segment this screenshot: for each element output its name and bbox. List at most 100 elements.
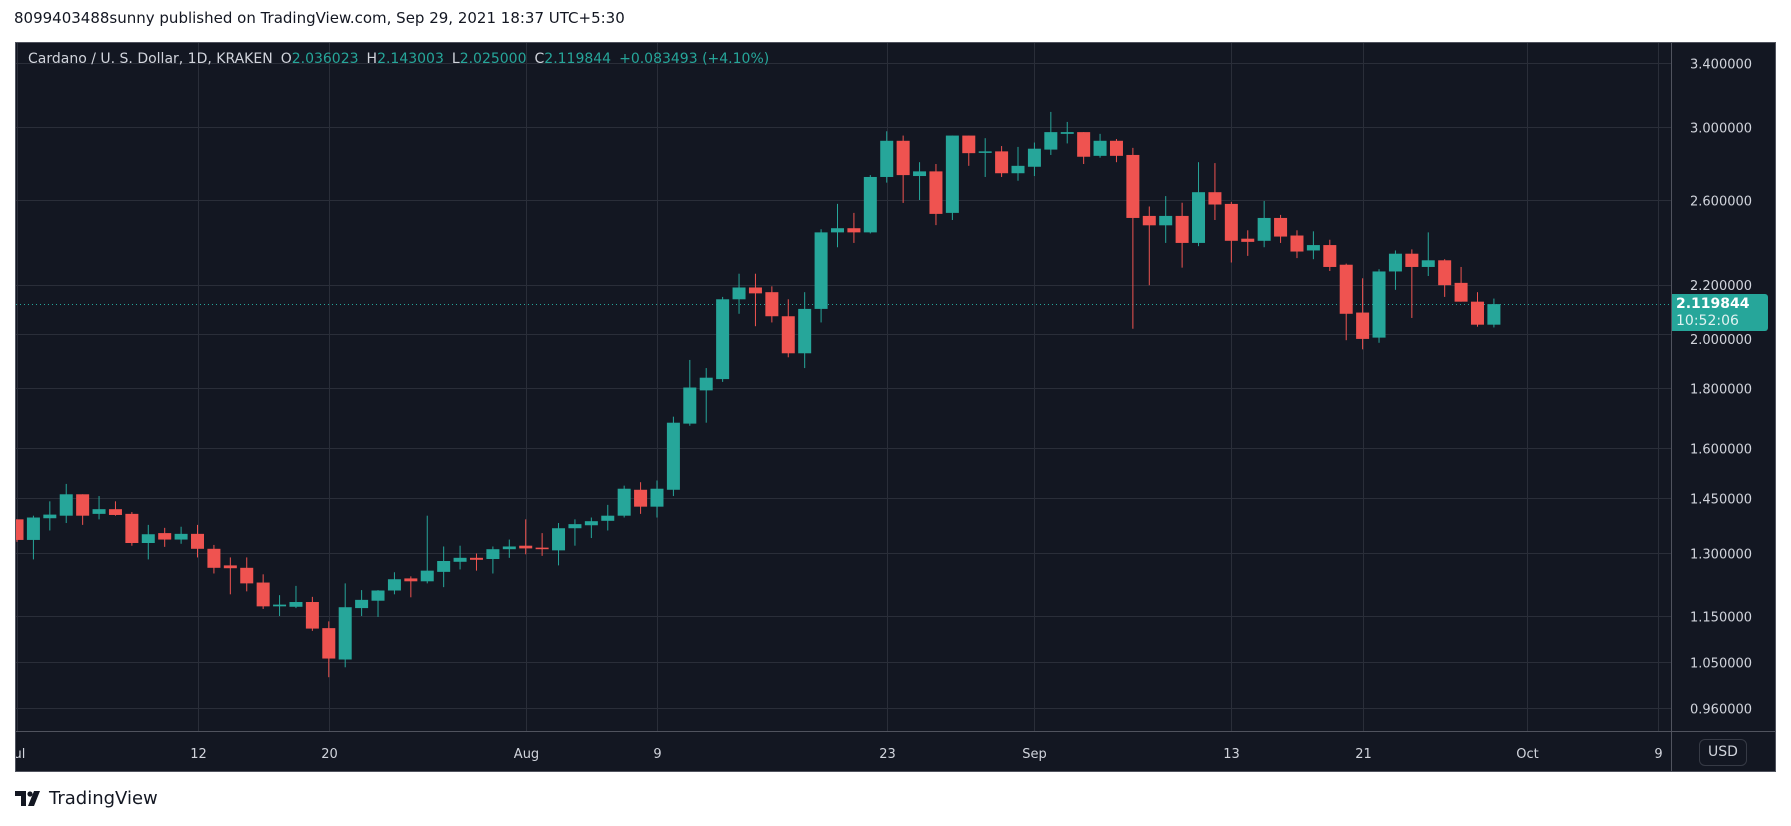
candle-body: [1454, 282, 1468, 302]
candle-body: [748, 287, 762, 294]
candle-2021-08-03: [552, 523, 566, 566]
chart-panel[interactable]: 3.400000 3.000000 2.600000 2.200000 2.000000…: [15, 42, 1776, 772]
candle-body: [59, 494, 73, 516]
candle-body: [519, 545, 533, 549]
candle-2021-08-13: [716, 296, 730, 382]
candle-2021-07-06: [92, 496, 106, 520]
candle-2021-08-09: [650, 480, 664, 518]
candle-body: [1306, 245, 1320, 251]
candle-body: [798, 308, 812, 354]
candle-body: [16, 519, 24, 540]
candle-body: [584, 521, 598, 526]
candle-body: [1126, 154, 1140, 218]
candle-body: [929, 171, 943, 214]
candle-body: [1142, 215, 1156, 226]
candle-body: [1109, 140, 1123, 156]
price-tick-label: 0.960000: [1690, 703, 1752, 718]
candle-body: [863, 176, 877, 233]
candle-2021-08-17: [781, 299, 795, 358]
symbol-title: Cardano / U. S. Dollar, 1D, KRAKEN: [28, 51, 273, 67]
candle-2021-07-17: [273, 595, 287, 617]
publisher-line: 8099403488sunny published on TradingView…: [14, 9, 625, 27]
candle-body: [1060, 132, 1074, 134]
time-tick-label: Sep: [1022, 747, 1047, 762]
candlestick-chart[interactable]: 3.400000 3.000000 2.600000 2.200000 2.000000…: [16, 43, 1776, 772]
candle-2021-07-30: [486, 546, 500, 574]
candle-body: [1257, 217, 1271, 241]
candle-body: [683, 387, 697, 424]
candle-body: [1470, 301, 1484, 325]
time-tick-label: 12: [190, 747, 207, 762]
price-tick-label: 1.050000: [1690, 657, 1752, 672]
candle-2021-07-29: [469, 553, 483, 571]
candle-body: [1192, 192, 1206, 243]
candle-2021-08-01: [519, 519, 533, 555]
candle-2021-08-24: [896, 135, 910, 203]
candle-2021-07-24: [387, 572, 401, 595]
candle-body: [76, 494, 90, 516]
candle-2021-09-11: [1192, 162, 1206, 247]
candle-2021-09-27: [1454, 266, 1468, 302]
candle-body: [404, 578, 418, 582]
candle-2021-08-05: [584, 517, 598, 539]
candle-2021-08-20: [831, 203, 844, 248]
candle-2021-07-27: [437, 546, 451, 588]
time-tick-label: 20: [321, 747, 338, 762]
candle-2021-09-07: [1126, 147, 1140, 329]
candle-2021-07-31: [502, 539, 516, 558]
candle-2021-07-26: [420, 515, 434, 584]
candle-2021-07-10: [158, 527, 172, 547]
candle-2021-07-28: [453, 545, 467, 570]
footer-brand[interactable]: TradingView: [15, 788, 158, 809]
time-tick-label: 21: [1355, 747, 1372, 762]
candle-body: [732, 287, 746, 300]
candle-2021-08-28: [962, 135, 976, 166]
candle-body: [913, 171, 927, 177]
candle-body: [1159, 215, 1173, 226]
candle-body: [1274, 217, 1288, 237]
candle-body: [502, 546, 516, 550]
candle-body: [437, 560, 451, 572]
candle-2021-09-19: [1323, 239, 1337, 272]
candle-2021-09-05: [1093, 133, 1107, 158]
candle-2021-07-16: [256, 574, 270, 609]
candle-body: [781, 316, 795, 354]
open-value: 2.036023: [291, 51, 359, 67]
candle-body: [896, 140, 910, 176]
candle-body: [125, 513, 139, 544]
currency-button[interactable]: USD: [1699, 739, 1747, 766]
candle-body: [1093, 140, 1107, 156]
candle-body: [26, 517, 40, 540]
candle-body: [207, 548, 221, 568]
candle-body: [634, 489, 648, 507]
candle-2021-09-10: [1175, 202, 1189, 268]
candle-2021-09-12: [1208, 163, 1222, 220]
candle-2021-09-14: [1241, 230, 1255, 256]
price-tick-label: 2.000000: [1690, 333, 1752, 348]
candle-2021-07-15: [240, 557, 254, 592]
time-tick-label: 23: [879, 747, 896, 762]
candle-body: [650, 488, 664, 507]
candle-body: [1372, 271, 1386, 338]
candle-body: [995, 151, 1009, 174]
candle-body: [601, 515, 615, 521]
candle-body: [1077, 132, 1091, 157]
candle-2021-09-02: [1044, 111, 1058, 155]
candle-body: [617, 488, 631, 516]
candle-body: [765, 292, 779, 317]
candle-body: [1356, 312, 1370, 339]
candle-2021-08-04: [568, 519, 582, 546]
time-tick-label: Oct: [1516, 747, 1538, 762]
candle-2021-09-17: [1290, 230, 1304, 259]
candle-body: [535, 547, 549, 550]
candle-2021-07-08: [125, 512, 139, 546]
candle-body: [453, 557, 467, 562]
candle-body: [256, 582, 270, 607]
candle-body: [962, 135, 976, 154]
close-value: 2.119844: [544, 51, 612, 67]
candle-body: [355, 599, 369, 609]
candle-body: [1339, 264, 1353, 314]
candle-body: [174, 533, 188, 540]
price-tick-label: 1.150000: [1690, 611, 1752, 626]
candle-2021-09-09: [1159, 196, 1173, 243]
